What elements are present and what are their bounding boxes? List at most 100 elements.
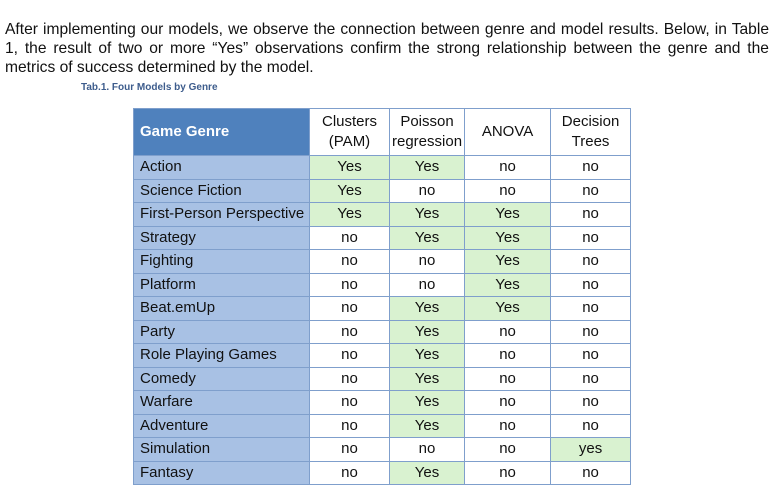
poisson-cell: Yes xyxy=(388,202,466,227)
decision-trees-cell: no xyxy=(550,319,632,344)
genre-cell: Science Fiction xyxy=(133,178,310,203)
poisson-cell: Yes xyxy=(388,390,466,415)
anova-cell: no xyxy=(464,319,552,344)
table-row: Role Playing Games no Yes no no xyxy=(133,343,632,368)
decision-trees-cell: yes xyxy=(550,437,632,462)
anova-cell: no xyxy=(464,413,552,438)
poisson-cell: Yes xyxy=(388,413,466,438)
clusters-cell: no xyxy=(309,390,390,415)
clusters-cell: no xyxy=(309,366,390,391)
genre-cell: Simulation xyxy=(133,437,310,462)
header-anova: ANOVA xyxy=(464,108,552,156)
genre-cell: Fantasy xyxy=(133,460,310,485)
header-trees-line1: Decision xyxy=(561,113,620,130)
header-poisson-line1: Poisson xyxy=(400,113,454,130)
clusters-cell: no xyxy=(309,343,390,368)
anova-cell: no xyxy=(464,390,552,415)
genre-cell: Role Playing Games xyxy=(133,343,310,368)
header-clusters-line1: Clusters xyxy=(321,113,377,130)
genre-cell: First-Person Perspective xyxy=(133,202,310,227)
decision-trees-cell: no xyxy=(550,413,632,438)
anova-cell: Yes xyxy=(464,272,552,297)
clusters-cell: Yes xyxy=(309,202,390,227)
decision-trees-cell: no xyxy=(550,202,632,227)
anova-cell: no xyxy=(464,155,552,180)
header-trees-line2: Trees xyxy=(571,133,610,150)
poisson-cell: no xyxy=(388,178,466,203)
genre-cell: Platform xyxy=(133,272,310,297)
header-poisson: Poisson regression xyxy=(388,108,466,156)
anova-cell: no xyxy=(464,178,552,203)
poisson-cell: Yes xyxy=(388,225,466,250)
poisson-cell: Yes xyxy=(388,296,466,321)
table-row: Adventure no Yes no no xyxy=(133,413,632,438)
genre-cell: Action xyxy=(133,155,310,180)
clusters-cell: no xyxy=(309,437,390,462)
table-row: Party no Yes no no xyxy=(133,319,632,344)
table-row: Beat.emUp no Yes Yes no xyxy=(133,296,632,321)
clusters-cell: no xyxy=(309,272,390,297)
table-row: Simulation no no no yes xyxy=(133,437,632,462)
table-body: Action Yes Yes no no Science Fiction Yes no no no… xyxy=(133,155,632,485)
poisson-cell: no xyxy=(388,437,466,462)
poisson-cell: Yes xyxy=(388,460,466,485)
poisson-cell: no xyxy=(388,272,466,297)
decision-trees-cell: no xyxy=(550,343,632,368)
genre-cell: Adventure xyxy=(133,413,310,438)
header-game-genre: Game Genre xyxy=(133,108,310,156)
decision-trees-cell: no xyxy=(550,390,632,415)
table-row: Fantasy no Yes no no xyxy=(133,460,632,485)
anova-cell: Yes xyxy=(464,296,552,321)
anova-cell: no xyxy=(464,437,552,462)
table-row: Platform no no Yes no xyxy=(133,272,632,297)
table-row: Warfare no Yes no no xyxy=(133,390,632,415)
genre-models-table: Game Genre Clusters (PAM) Poisson regres… xyxy=(133,108,632,485)
clusters-cell: Yes xyxy=(309,155,390,180)
table-row: First-Person Perspective Yes Yes Yes no xyxy=(133,202,632,227)
header-clusters: Clusters (PAM) xyxy=(309,108,390,156)
table-header-row: Game Genre Clusters (PAM) Poisson regres… xyxy=(133,108,632,156)
anova-cell: no xyxy=(464,366,552,391)
decision-trees-cell: no xyxy=(550,366,632,391)
decision-trees-cell: no xyxy=(550,178,632,203)
anova-cell: Yes xyxy=(464,202,552,227)
anova-cell: Yes xyxy=(464,225,552,250)
table-row: Fighting no no Yes no xyxy=(133,249,632,274)
genre-cell: Strategy xyxy=(133,225,310,250)
anova-cell: no xyxy=(464,460,552,485)
poisson-cell: no xyxy=(388,249,466,274)
decision-trees-cell: no xyxy=(550,249,632,274)
genre-cell: Party xyxy=(133,319,310,344)
decision-trees-cell: no xyxy=(550,272,632,297)
clusters-cell: no xyxy=(309,319,390,344)
poisson-cell: Yes xyxy=(388,366,466,391)
clusters-cell: no xyxy=(309,296,390,321)
clusters-cell: no xyxy=(309,413,390,438)
clusters-cell: no xyxy=(309,249,390,274)
clusters-cell: no xyxy=(309,460,390,485)
table-row: Comedy no Yes no no xyxy=(133,366,632,391)
decision-trees-cell: no xyxy=(550,460,632,485)
genre-cell: Warfare xyxy=(133,390,310,415)
header-decision-trees: Decision Trees xyxy=(550,108,632,156)
genre-cell: Beat.emUp xyxy=(133,296,310,321)
table-row: Strategy no Yes Yes no xyxy=(133,225,632,250)
table-row: Action Yes Yes no no xyxy=(133,155,632,180)
header-poisson-line2: regression xyxy=(392,133,463,150)
decision-trees-cell: no xyxy=(550,155,632,180)
decision-trees-cell: no xyxy=(550,225,632,250)
genre-cell: Comedy xyxy=(133,366,310,391)
intro-paragraph: After implementing our models, we observ… xyxy=(5,20,769,76)
clusters-cell: Yes xyxy=(309,178,390,203)
anova-cell: no xyxy=(464,343,552,368)
header-clusters-line2: (PAM) xyxy=(328,133,371,150)
poisson-cell: Yes xyxy=(388,319,466,344)
decision-trees-cell: no xyxy=(550,296,632,321)
anova-cell: Yes xyxy=(464,249,552,274)
table-caption: Tab.1. Four Models by Genre xyxy=(81,82,218,93)
poisson-cell: Yes xyxy=(388,343,466,368)
poisson-cell: Yes xyxy=(388,155,466,180)
table-row: Science Fiction Yes no no no xyxy=(133,178,632,203)
clusters-cell: no xyxy=(309,225,390,250)
genre-cell: Fighting xyxy=(133,249,310,274)
